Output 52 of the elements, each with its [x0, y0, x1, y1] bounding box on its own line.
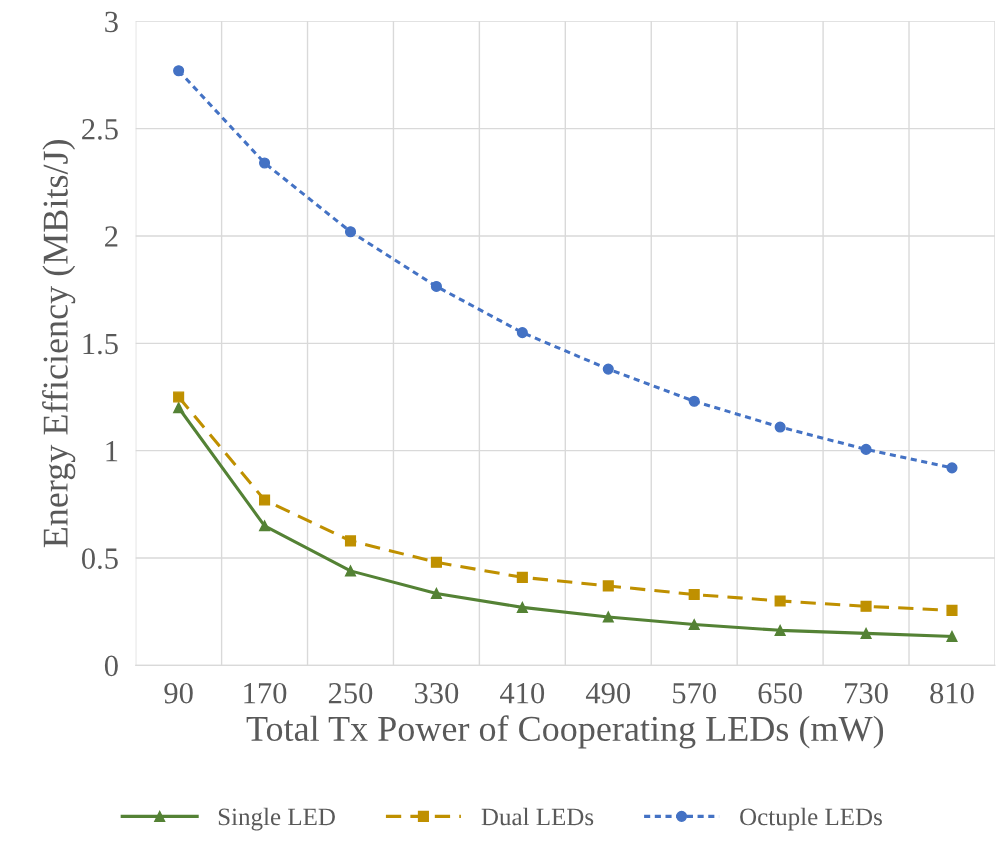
point [774, 595, 786, 607]
point [860, 627, 872, 639]
x-tick-label: 650 [758, 682, 802, 704]
point [946, 604, 958, 616]
point [602, 580, 614, 592]
point [516, 571, 528, 583]
point [860, 443, 872, 455]
point [344, 565, 357, 577]
legend-label: Dual LEDs [481, 807, 594, 826]
x-axis-title: Total Tx Power of Cooperating LEDs (mW) [246, 715, 884, 749]
x-tick-label: 250 [328, 682, 373, 704]
point [688, 588, 700, 601]
point [430, 587, 442, 599]
x-tick-label: 730 [845, 682, 888, 704]
x-tick-label: 90 [164, 682, 193, 704]
point [516, 327, 528, 339]
point [173, 391, 185, 403]
y-tick-label: 0 [104, 655, 118, 677]
x-tick-label: 330 [414, 682, 459, 704]
point [430, 556, 442, 568]
y-tick-label: 2 [105, 226, 118, 247]
point [259, 520, 271, 532]
y-axis-title: Energy Efficiency (MBits/J) [42, 139, 76, 548]
y-tick-label: 3 [105, 11, 118, 33]
point [774, 421, 786, 433]
point [860, 600, 872, 612]
y-tick-label: 2.5 [82, 119, 118, 140]
point [173, 402, 185, 414]
point [688, 618, 700, 631]
x-tick-label: 570 [673, 682, 716, 704]
point [946, 462, 958, 474]
point [602, 363, 614, 375]
legend-label: Single LED [218, 807, 335, 831]
point [344, 226, 357, 238]
point [946, 630, 958, 642]
y-tick-label: 1 [106, 441, 118, 462]
x-tick-label: 490 [585, 682, 631, 704]
point [259, 157, 271, 169]
point [173, 65, 185, 77]
point [344, 535, 357, 547]
x-tick-label: 170 [244, 682, 287, 704]
x-tick-label: 810 [930, 682, 974, 704]
point [516, 601, 528, 613]
y-tick-label: 0.5 [81, 548, 118, 570]
point [774, 624, 786, 636]
legend-label: Octuple LEDs [740, 807, 882, 831]
point [430, 280, 442, 293]
point [688, 395, 700, 407]
x-tick-label: 410 [500, 682, 545, 704]
point [602, 611, 614, 623]
y-tick-label: 1.5 [83, 333, 118, 355]
point [259, 494, 271, 506]
